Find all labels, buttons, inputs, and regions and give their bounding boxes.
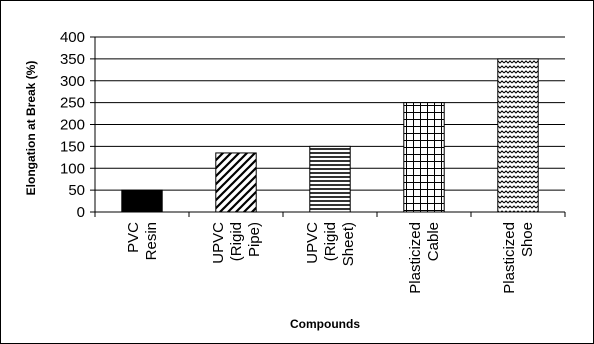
y-tick-label: 0 xyxy=(77,204,85,221)
x-category-label: Resin xyxy=(143,222,160,260)
y-tick-label: 150 xyxy=(60,138,85,155)
x-category-label: Plasticized xyxy=(501,222,518,294)
x-category-label: Plasticized xyxy=(407,222,424,294)
x-category-label: (Rigid xyxy=(228,222,245,261)
x-category-labels: PVC Resin UPVC (Rigid Pipe) UPVC (Rigid Sheet) P… xyxy=(125,222,536,294)
y-tick-label: 350 xyxy=(60,51,85,68)
axes xyxy=(90,36,566,217)
x-category-label: Sheet) xyxy=(340,222,357,266)
y-tick-labels: 0 50 100 150 200 250 300 350 400 xyxy=(60,29,85,221)
y-tick-label: 200 xyxy=(60,117,85,134)
y-tick-label: 400 xyxy=(60,29,85,46)
bar xyxy=(497,58,539,213)
x-category-label: PVC xyxy=(125,222,142,253)
y-tick-label: 250 xyxy=(60,95,85,112)
x-category-label: (Rigid xyxy=(322,222,339,261)
bar xyxy=(403,102,445,213)
x-category-label: Pipe) xyxy=(246,222,263,257)
gridlines xyxy=(95,36,565,191)
x-category-label: UPVC xyxy=(304,222,321,264)
bar xyxy=(215,152,257,213)
x-category-label: Cable xyxy=(425,222,442,261)
y-tick-label: 100 xyxy=(60,160,85,177)
x-category-label: Shoe xyxy=(519,222,536,257)
bars xyxy=(121,58,539,213)
bar xyxy=(309,145,351,213)
x-category-label: UPVC xyxy=(210,222,227,264)
x-axis-title: Compounds xyxy=(290,317,360,331)
y-tick-label: 50 xyxy=(68,182,85,199)
bar xyxy=(121,189,163,213)
y-axis-title: Elongation at Break (%) xyxy=(24,61,38,196)
y-tick-label: 300 xyxy=(60,73,85,90)
